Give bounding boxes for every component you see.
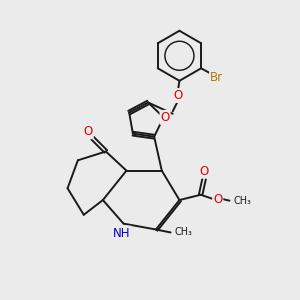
Text: CH₃: CH₃ <box>233 196 251 206</box>
Text: Br: Br <box>210 71 223 84</box>
Text: NH: NH <box>113 226 131 239</box>
Text: O: O <box>83 125 93 138</box>
Text: O: O <box>173 89 183 102</box>
Text: O: O <box>160 111 170 124</box>
Text: CH₃: CH₃ <box>174 227 192 237</box>
Text: O: O <box>213 193 222 206</box>
Text: O: O <box>200 165 209 178</box>
